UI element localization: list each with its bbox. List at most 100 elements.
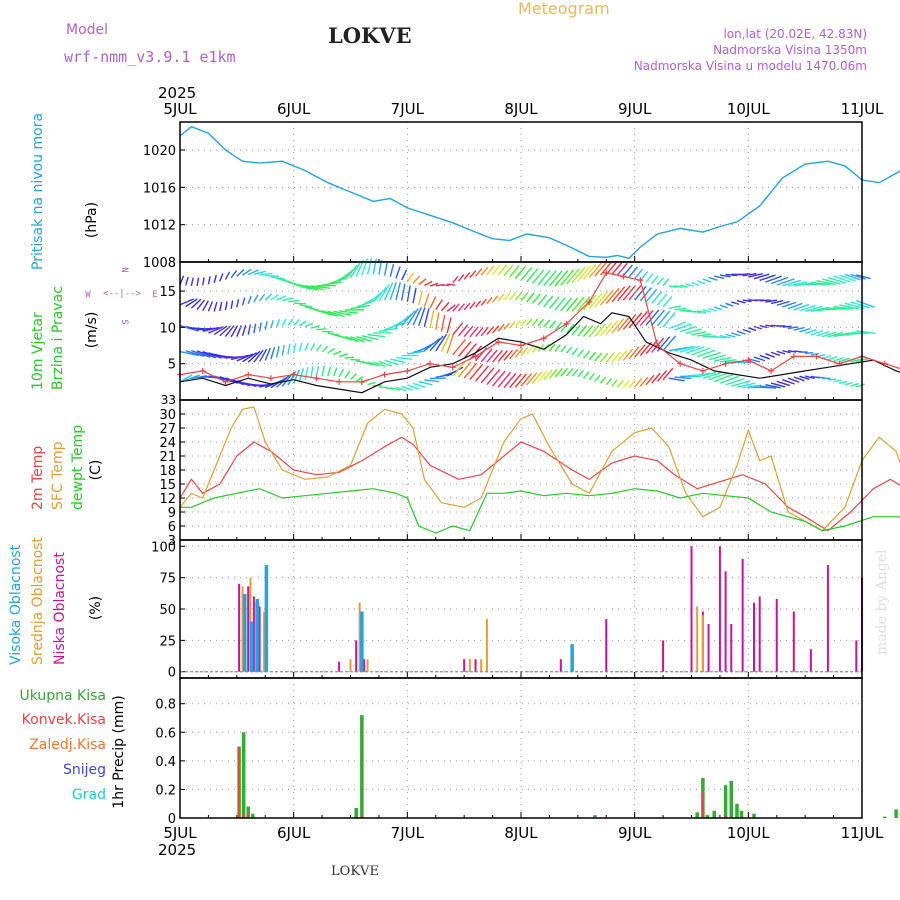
total_precip-bar — [739, 810, 744, 818]
mid_cloud-bar — [485, 619, 488, 672]
wind-arrow — [395, 356, 413, 361]
gust-marker — [563, 320, 570, 327]
compass-east: E — [152, 290, 157, 300]
low_cloud-bar — [474, 659, 477, 672]
y-tick-label: 15 — [159, 285, 176, 300]
wind-arrow — [850, 332, 870, 334]
wind-arrow — [457, 341, 472, 357]
wind-arrow — [827, 331, 843, 338]
total_precip-bar — [712, 810, 716, 818]
wind-arrow — [321, 365, 325, 377]
wind-arrow — [827, 307, 848, 310]
wind-arrow — [424, 280, 433, 287]
wind-arrow — [565, 297, 579, 312]
gust-marker — [449, 364, 456, 371]
wind-arrow — [662, 312, 676, 328]
wind-arrow — [469, 301, 476, 310]
wind-arrow — [685, 346, 705, 354]
wind-arrow — [492, 264, 501, 275]
wind-arrow — [457, 274, 465, 282]
wind-arrow — [344, 356, 355, 359]
footer-location: LOKVE — [331, 864, 379, 879]
temp2m-title: 2m Temp — [30, 446, 46, 510]
wind-arrow — [270, 319, 274, 329]
wind-arrow — [219, 273, 224, 282]
wind-arrow — [656, 310, 671, 327]
wind-arrow — [298, 320, 307, 327]
gust-marker — [790, 353, 797, 360]
wind-arrow — [258, 322, 262, 332]
wind-arrow — [474, 327, 484, 337]
compass-cross: <--|--> — [103, 289, 142, 299]
wind-arrow — [474, 365, 489, 382]
wind-arrow — [480, 298, 487, 306]
wind-arrow — [691, 310, 702, 314]
gust-marker — [267, 375, 274, 382]
wind-arrow — [765, 275, 782, 283]
wind-arrow — [565, 323, 575, 334]
wind-arrow — [594, 352, 603, 362]
wind-arrow — [759, 385, 777, 389]
wind-arrow — [799, 375, 810, 380]
wind-arrow — [383, 261, 388, 276]
gust-marker — [313, 375, 320, 382]
wind-arrow — [639, 341, 653, 356]
low_cloud-bar — [730, 624, 733, 672]
x-tick-label-top: 8JUL — [504, 100, 538, 118]
y-tick-label: 75 — [159, 572, 176, 587]
mid_cloud-bar — [241, 586, 244, 672]
total_precip-bar — [593, 815, 597, 818]
wind-arrow — [679, 284, 689, 288]
wind-arrow — [714, 356, 732, 362]
wind-arrow — [264, 293, 273, 301]
panel-frame — [179, 121, 863, 263]
wind-arrow — [685, 328, 702, 335]
wind-arrow — [202, 300, 209, 311]
y-tick-label: 0 — [168, 812, 176, 827]
wind-arrow — [486, 265, 495, 275]
wind-arrow — [191, 349, 211, 358]
wind-arrow — [793, 376, 805, 382]
wind-arrow — [799, 327, 811, 333]
y-tick-label: 0.6 — [155, 726, 176, 741]
wind-arrow — [600, 376, 607, 384]
wind-arrow — [548, 270, 563, 287]
y-tick-label: 6 — [168, 520, 176, 535]
wind-arrow — [543, 319, 551, 328]
wind-arrow — [850, 357, 864, 363]
wind-arrow — [497, 371, 512, 388]
x-tick-label-bottom: 10JUL — [727, 824, 770, 842]
wind-arrow — [395, 282, 401, 301]
wind-arrow — [208, 326, 224, 334]
wind-arrow — [680, 309, 692, 312]
total_precip-bar — [241, 732, 246, 818]
wind-arrow — [509, 265, 520, 278]
wind-arrow — [805, 283, 826, 286]
wind-arrow — [742, 384, 762, 389]
wind-arrow — [844, 381, 854, 386]
wind-arrow — [366, 258, 373, 275]
wind-arrow — [560, 269, 575, 286]
wind-arrow — [719, 274, 731, 278]
wind-arrow — [554, 368, 563, 378]
wind-arrow — [447, 283, 456, 286]
wind-arrow — [395, 386, 407, 392]
compass-west: W — [85, 290, 91, 300]
wind_speed-line — [179, 312, 900, 394]
wind-arrow — [213, 274, 217, 284]
mid_cloud-bar — [696, 606, 699, 672]
wind-arrow — [304, 284, 324, 291]
wind-arrow — [617, 350, 628, 362]
wind-arrow — [293, 319, 301, 326]
wind-arrow — [674, 323, 692, 331]
wind-arrow — [787, 377, 800, 383]
wind-arrow — [731, 332, 741, 337]
dewpt-line — [180, 488, 900, 534]
wind-arrow — [253, 294, 259, 303]
legend-hail: Grad — [72, 787, 106, 803]
wind-arrow — [389, 263, 395, 278]
wind-arrow — [634, 378, 643, 388]
wind-arrow — [446, 366, 464, 377]
y-tick-label: 12 — [159, 492, 176, 507]
wind-arrow — [372, 258, 377, 275]
